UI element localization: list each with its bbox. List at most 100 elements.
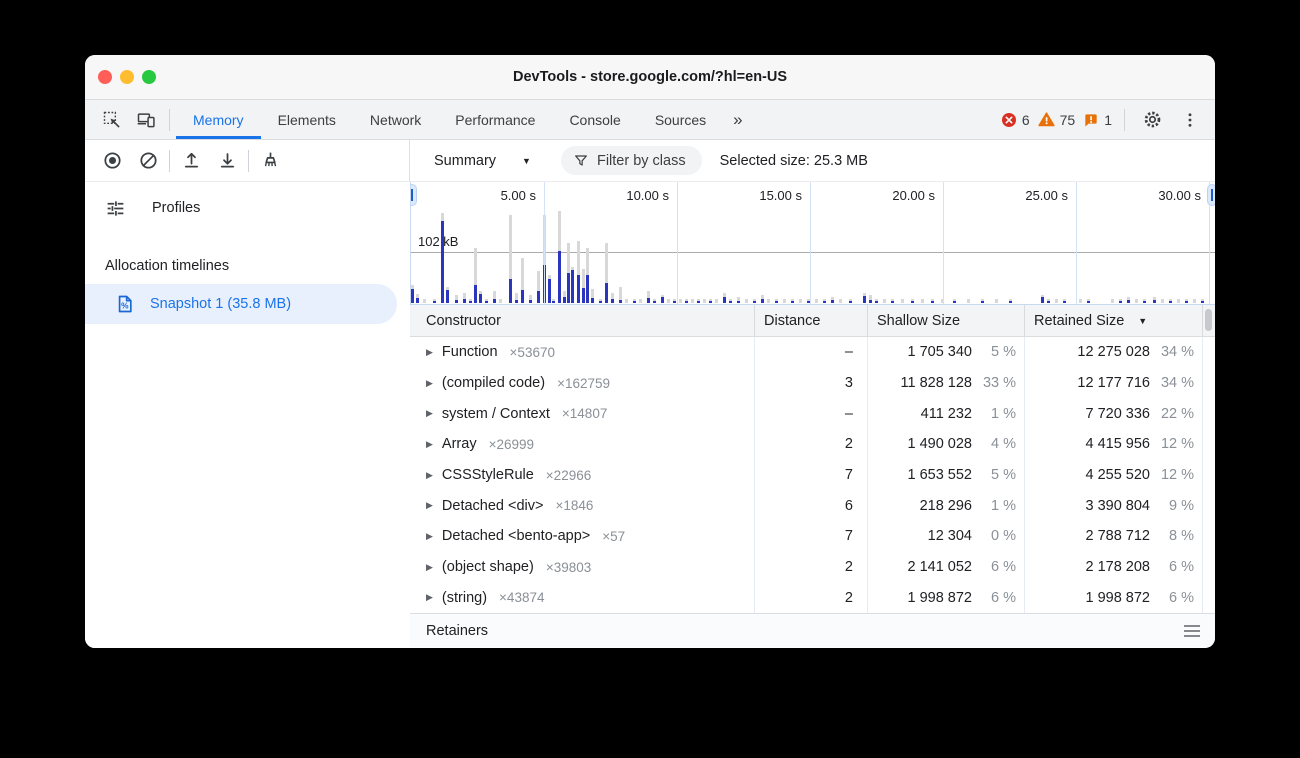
retainers-pane-header[interactable]: Retainers <box>410 613 1215 647</box>
expand-icon[interactable]: ▶ <box>426 438 433 449</box>
tab-performance[interactable]: Performance <box>455 111 536 128</box>
table-row[interactable]: ▶ Detached <bento-app> ×57 7 12 304 0 % 2 788 … <box>410 521 1215 552</box>
table-header-row: Constructor Distance Shallow Size Retain… <box>410 305 1215 337</box>
warning-count-badge[interactable]: 75 <box>1037 111 1075 128</box>
allocation-bar-total <box>591 289 594 303</box>
record-heap-button[interactable] <box>97 147 127 175</box>
clear-button[interactable] <box>133 147 163 175</box>
table-row[interactable]: ▶ (string) ×43874 2 1 998 872 6 % 1 998 872 6 % <box>410 582 1215 614</box>
column-header-constructor[interactable]: Constructor <box>410 305 755 336</box>
allocation-bar-live <box>485 301 488 303</box>
allocation-bar-total <box>995 299 998 303</box>
constructor-cell: ▶ (compiled code) ×162759 <box>410 367 755 399</box>
constructor-cell: ▶ system / Context ×14807 <box>410 398 755 430</box>
allocation-bar-total <box>1177 299 1180 303</box>
allocation-bar-live <box>1143 301 1146 303</box>
table-row[interactable]: ▶ Detached <div> ×1846 6 218 296 1 % 3 390 804… <box>410 490 1215 522</box>
shallow-size-value: 12 304 <box>927 528 972 545</box>
row-gutter <box>1203 398 1215 429</box>
shallow-size-value: 1 490 028 <box>907 436 972 453</box>
allocation-bar-total <box>921 299 924 303</box>
allocation-bar-total <box>515 293 518 303</box>
issues-count-badge[interactable]: 1 <box>1083 112 1112 128</box>
allocation-bar-live <box>1169 301 1172 303</box>
load-profile-button[interactable] <box>176 147 206 175</box>
clear-all-profiles-button[interactable] <box>255 147 285 175</box>
retained-size-cell: 7 720 336 22 % <box>1025 398 1203 430</box>
row-gutter <box>1203 552 1215 583</box>
table-row[interactable]: ▶ Function ×53670 – 1 705 340 5 % 12 275 028 34… <box>410 337 1215 368</box>
table-row[interactable]: ▶ CSSStyleRule ×22966 7 1 653 552 5 % 4 255 52… <box>410 459 1215 491</box>
zoom-window-button[interactable] <box>142 70 156 84</box>
tab-network[interactable]: Network <box>369 111 422 128</box>
expand-icon[interactable]: ▶ <box>426 346 433 357</box>
shallow-size-percent: 33 % <box>982 375 1016 391</box>
column-header-distance[interactable]: Distance <box>755 305 868 336</box>
close-window-button[interactable] <box>98 70 112 84</box>
column-header-retained-size[interactable]: Retained Size ▼ <box>1025 305 1203 336</box>
tab-elements[interactable]: Elements <box>277 111 336 128</box>
table-row[interactable]: ▶ (compiled code) ×162759 3 11 828 128 33 % 12… <box>410 367 1215 399</box>
allocation-timelines-heading: Allocation timelines <box>105 258 230 274</box>
expand-icon[interactable]: ▶ <box>426 500 433 511</box>
tab-sources[interactable]: Sources <box>654 111 707 128</box>
instance-count: ×162759 <box>557 375 611 391</box>
save-profile-button[interactable] <box>212 147 242 175</box>
more-tabs-button[interactable]: » <box>733 109 743 129</box>
allocation-bar-total <box>901 299 904 303</box>
table-scrollbar-thumb[interactable] <box>1205 309 1212 331</box>
shallow-size-cell: 1 998 872 6 % <box>868 582 1025 614</box>
sidebar-item-profiles[interactable]: Profiles <box>85 188 410 228</box>
shallow-size-cell: 12 304 0 % <box>868 521 1025 552</box>
time-gridline <box>1076 182 1077 304</box>
customize-devtools-button[interactable] <box>1175 106 1205 134</box>
selection-handle-left[interactable] <box>411 184 417 206</box>
allocation-bar-total <box>625 299 628 303</box>
expand-icon[interactable]: ▶ <box>426 408 433 419</box>
table-row[interactable]: ▶ system / Context ×14807 – 411 232 1 % 7 720 … <box>410 398 1215 430</box>
perspective-select[interactable]: Summary ▼ <box>434 153 531 169</box>
shallow-size-percent: 1 % <box>991 497 1016 514</box>
allocation-bar-total <box>1161 299 1164 303</box>
error-count-badge[interactable]: 6 <box>1001 112 1030 128</box>
class-filter-input[interactable]: Filter by class <box>560 146 702 175</box>
inspect-element-button[interactable] <box>97 106 127 134</box>
allocation-bar-live <box>823 301 826 303</box>
gear-icon <box>1144 111 1160 128</box>
settings-button[interactable] <box>1137 106 1167 134</box>
row-gutter <box>1203 582 1215 613</box>
expand-icon[interactable]: ▶ <box>426 561 433 572</box>
retained-size-percent: 8 % <box>1169 528 1194 545</box>
expand-icon[interactable]: ▶ <box>426 377 433 388</box>
table-row[interactable]: ▶ Array ×26999 2 1 490 028 4 % 4 415 956 12 % <box>410 429 1215 460</box>
minimize-window-button[interactable] <box>120 70 134 84</box>
tab-memory[interactable]: Memory <box>176 100 261 139</box>
column-header-shallow-size[interactable]: Shallow Size <box>868 305 1025 336</box>
expand-icon[interactable]: ▶ <box>426 592 433 603</box>
sidebar-item-snapshot-1[interactable]: % Snapshot 1 (35.8 MB) <box>85 284 397 324</box>
shallow-size-value: 11 828 128 <box>900 375 973 391</box>
expand-icon[interactable]: ▶ <box>426 530 433 541</box>
distance-cell: 7 <box>755 459 868 491</box>
allocation-bar-live <box>474 285 477 303</box>
expand-icon[interactable]: ▶ <box>426 469 433 480</box>
device-toolbar-button[interactable] <box>131 106 161 134</box>
tab-list: Memory Elements Network Performance Console S… <box>176 100 723 139</box>
constructors-table: Constructor Distance Shallow Size Retain… <box>410 305 1215 614</box>
class-filter-placeholder: Filter by class <box>596 152 686 169</box>
block-icon <box>139 152 157 169</box>
allocation-bar-live <box>591 298 594 303</box>
constructor-name: (string) <box>441 589 488 606</box>
distance-cell: 6 <box>755 490 868 522</box>
allocation-timeline-chart[interactable]: 102 kB 5.00 s 10.00 s 15.00 s 20.00 s 25.00 … <box>410 182 1215 305</box>
tab-console[interactable]: Console <box>569 111 621 128</box>
allocation-bar-live <box>571 270 574 303</box>
allocation-bar-live <box>537 291 540 303</box>
time-gridline <box>544 182 545 304</box>
upload-icon <box>184 152 198 168</box>
perspective-value: Summary <box>434 152 497 169</box>
selection-handle-right[interactable] <box>1207 184 1215 206</box>
allocation-bar-total <box>493 291 496 303</box>
allocation-bar-live <box>729 301 732 303</box>
table-row[interactable]: ▶ (object shape) ×39803 2 2 141 052 6 % 2 178 … <box>410 551 1215 583</box>
